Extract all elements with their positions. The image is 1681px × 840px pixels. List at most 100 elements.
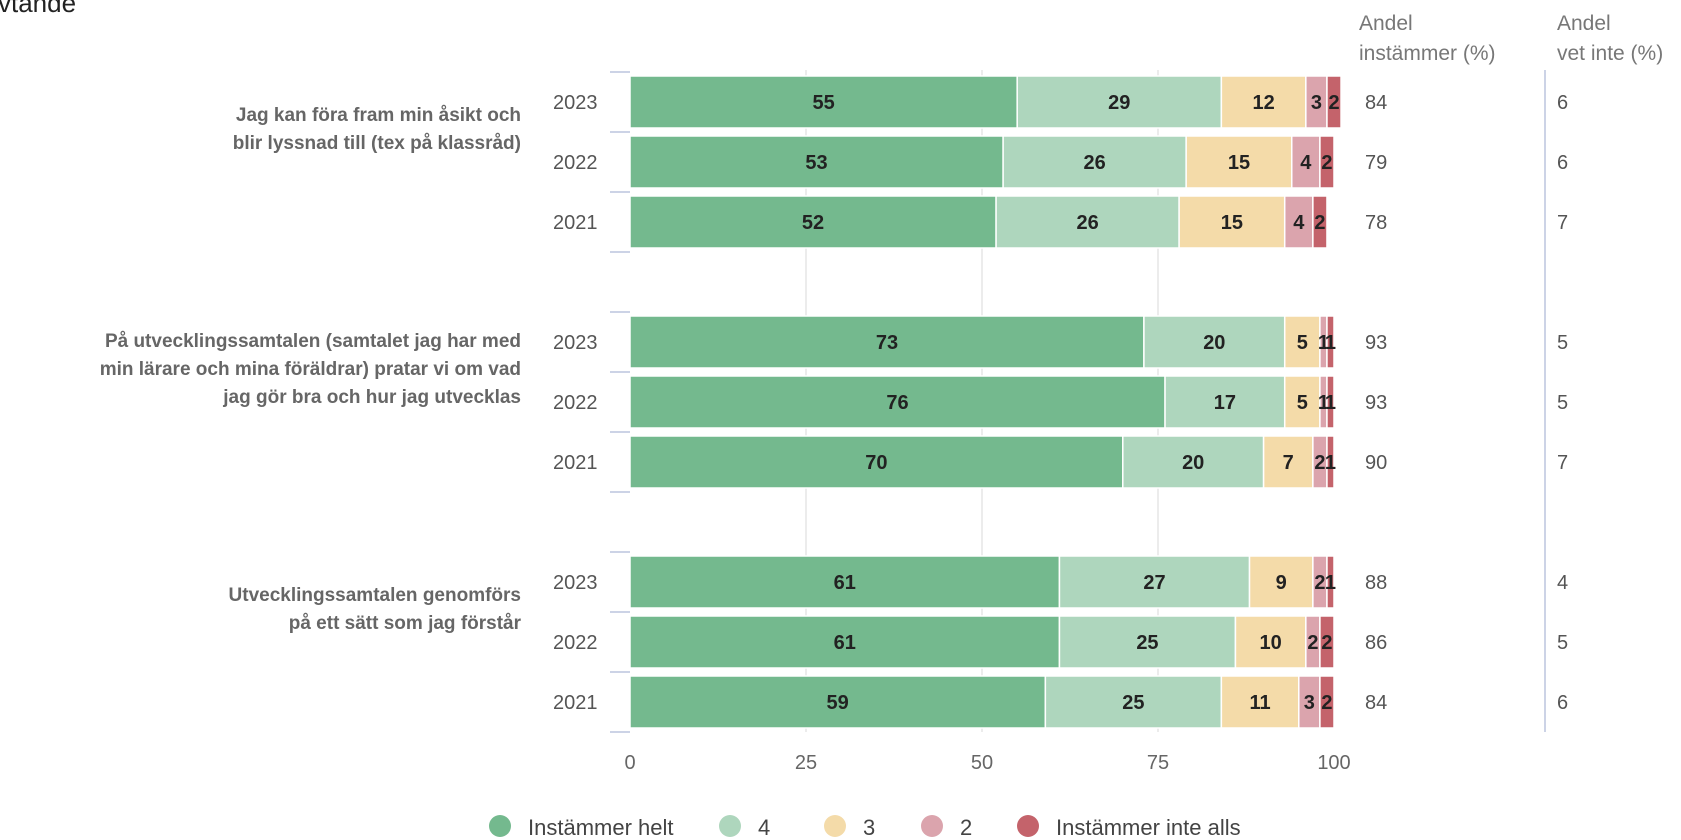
year-label: 2023 xyxy=(553,92,598,114)
agree-value: 93 xyxy=(1365,332,1387,354)
bar-segment xyxy=(1326,375,1335,429)
dont-know-value: 6 xyxy=(1557,692,1568,714)
agree-value: 84 xyxy=(1365,692,1387,714)
data-label: 2 xyxy=(1307,632,1318,654)
bar-segment xyxy=(1283,195,1314,249)
bar-segment xyxy=(1319,135,1335,189)
bar-segment xyxy=(1326,315,1335,369)
data-label: 2 xyxy=(1321,632,1332,654)
bar-segment xyxy=(629,75,1018,129)
data-label: 55 xyxy=(812,92,834,114)
bar-segment xyxy=(629,675,1047,729)
agree-value: 90 xyxy=(1365,452,1387,474)
year-label: 2023 xyxy=(553,572,598,594)
data-label: 61 xyxy=(834,572,856,594)
data-label: 15 xyxy=(1228,152,1250,174)
bar-segment xyxy=(1326,75,1342,129)
data-label: 3 xyxy=(1311,92,1322,114)
data-label: 27 xyxy=(1143,572,1165,594)
dont-know-value: 5 xyxy=(1557,332,1568,354)
bar-segment xyxy=(1283,315,1321,369)
data-label: 53 xyxy=(805,152,827,174)
data-label: 4 xyxy=(1300,152,1312,174)
bar-segment xyxy=(1319,675,1335,729)
dont-know-value: 6 xyxy=(1557,152,1568,174)
dont-know-value: 4 xyxy=(1557,572,1568,594)
data-label: 1 xyxy=(1318,332,1329,354)
data-label: 20 xyxy=(1203,332,1225,354)
bar-segment xyxy=(1326,555,1335,609)
data-label: 26 xyxy=(1084,152,1106,174)
agree-value: 93 xyxy=(1365,392,1387,414)
dont-know-value: 5 xyxy=(1557,632,1568,654)
data-label: 2 xyxy=(1314,452,1325,474)
bar-segment xyxy=(1220,75,1307,129)
data-label: 3 xyxy=(1304,692,1315,714)
data-label: 1 xyxy=(1325,452,1336,474)
bar-segment xyxy=(629,315,1145,369)
bar-segment xyxy=(1122,435,1265,489)
data-label: 52 xyxy=(802,212,824,234)
data-label: 2 xyxy=(1314,572,1325,594)
column-header-line: instämmer (%) xyxy=(1359,42,1496,65)
bar-segment xyxy=(629,435,1124,489)
bar-segment xyxy=(1326,435,1335,489)
agree-value: 88 xyxy=(1365,572,1387,594)
bar-segment xyxy=(1002,135,1187,189)
data-label: 11 xyxy=(1250,692,1271,714)
question-label: På utvecklingssamtalen (samtalet jag har… xyxy=(105,331,521,352)
data-label: 9 xyxy=(1276,572,1287,594)
bar-segment xyxy=(1312,195,1328,249)
bar-segment xyxy=(1016,75,1223,129)
bar-segment xyxy=(629,135,1004,189)
dont-know-value: 7 xyxy=(1557,452,1568,474)
dont-know-value: 7 xyxy=(1557,212,1568,234)
x-tick-label: 25 xyxy=(795,752,817,774)
bar-segment xyxy=(1044,675,1223,729)
data-label: 61 xyxy=(834,632,856,654)
bar-segment xyxy=(1185,135,1293,189)
question-label: min lärare och mina föräldrar) pratar vi… xyxy=(100,359,521,380)
year-label: 2022 xyxy=(553,392,598,414)
chart-title-fragment: vtande xyxy=(0,0,77,18)
data-label: 17 xyxy=(1214,392,1236,414)
legend-label: 4 xyxy=(758,815,770,840)
data-label: 7 xyxy=(1283,452,1294,474)
year-label: 2021 xyxy=(553,692,598,714)
column-header-line: Andel xyxy=(1557,12,1611,35)
year-label: 2022 xyxy=(553,152,598,174)
data-label: 15 xyxy=(1221,212,1243,234)
legend-marker xyxy=(824,815,846,837)
data-label: 2 xyxy=(1321,692,1332,714)
bar-segment xyxy=(1178,195,1286,249)
legend-label: 2 xyxy=(960,815,972,840)
data-label: 2 xyxy=(1314,212,1325,234)
year-label: 2022 xyxy=(553,632,598,654)
year-label: 2021 xyxy=(553,212,598,234)
agree-value: 84 xyxy=(1365,92,1387,114)
column-header-line: vet inte (%) xyxy=(1557,42,1663,65)
data-label: 10 xyxy=(1260,632,1282,654)
data-label: 26 xyxy=(1076,212,1098,234)
data-label: 1 xyxy=(1325,572,1336,594)
bar-segment xyxy=(1283,375,1321,429)
data-label: 2 xyxy=(1321,152,1332,174)
bar-segment xyxy=(1262,435,1314,489)
x-tick-label: 100 xyxy=(1317,752,1350,774)
legend-marker xyxy=(719,815,741,837)
bar-segment xyxy=(1058,555,1251,609)
dont-know-value: 6 xyxy=(1557,92,1568,114)
bar-segment xyxy=(629,195,997,249)
data-label: 5 xyxy=(1297,392,1308,414)
x-tick-label: 50 xyxy=(971,752,993,774)
data-label: 29 xyxy=(1108,92,1130,114)
column-header-line: Andel xyxy=(1359,12,1413,35)
legend-label: 3 xyxy=(863,815,875,840)
data-label: 1 xyxy=(1318,392,1329,414)
question-label: Jag kan föra fram min åsikt och xyxy=(236,105,521,126)
data-label: 5 xyxy=(1297,332,1308,354)
bar-segment xyxy=(1291,135,1321,189)
question-label: blir lyssnad till (tex på klassråd) xyxy=(233,133,521,154)
agree-value: 86 xyxy=(1365,632,1387,654)
data-label: 70 xyxy=(865,452,887,474)
